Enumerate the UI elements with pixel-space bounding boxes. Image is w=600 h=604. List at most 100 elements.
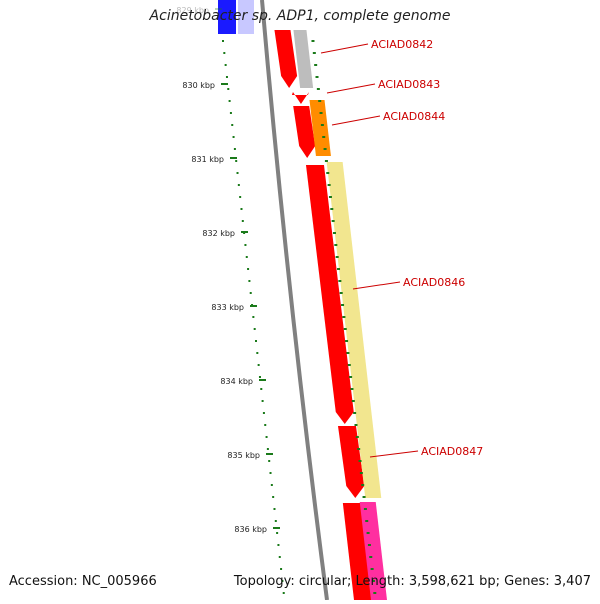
scale-dot-right <box>311 40 315 42</box>
tick-mark <box>259 379 266 381</box>
scale-dot-right <box>334 244 338 246</box>
scale-dot-right <box>338 280 342 282</box>
scale-dot-left <box>244 244 247 246</box>
scale-dot-left <box>237 184 240 186</box>
scale-dot-left <box>225 76 228 78</box>
scale-dot-right <box>339 292 343 294</box>
gene-red-5 <box>337 426 365 498</box>
scale-dot-left <box>245 256 248 258</box>
genome-summary: Topology: circular; Length: 3,598,621 bp… <box>233 574 591 589</box>
gene-leader-line <box>320 43 369 54</box>
scale-dot-right <box>322 136 326 138</box>
scale-dot-right <box>332 232 336 234</box>
scale-dot-right <box>315 76 319 78</box>
scale-dot-right <box>367 544 371 546</box>
scale-dot-left <box>262 412 265 414</box>
gene-label: ACIAD0847 <box>421 445 483 458</box>
scale-dot-left <box>239 196 242 198</box>
tick-mark <box>250 305 257 307</box>
genome-backbone <box>260 0 329 601</box>
scale-dot-left <box>256 352 259 354</box>
gene-leader-line <box>369 450 419 458</box>
scale-dot-left <box>280 568 283 570</box>
scale-dot-left <box>247 268 250 270</box>
scale-dot-left <box>260 388 263 390</box>
gene-blue <box>218 0 236 34</box>
scale-dot-right <box>327 184 331 186</box>
scale-dot-right <box>359 472 363 474</box>
scale-dot-left <box>222 40 224 42</box>
tick-label: 833 kbp <box>211 303 244 312</box>
scale-dot-right <box>324 160 328 162</box>
scale-dot-left <box>266 448 269 450</box>
scale-dot-right <box>331 220 335 222</box>
gene-red-4 <box>305 165 354 424</box>
scale-dot-right <box>312 52 316 54</box>
gene-red-3 <box>293 106 316 158</box>
gene-label: ACIAD0843 <box>378 78 440 91</box>
tick-mark <box>215 8 222 10</box>
scale-dot-left <box>252 316 255 318</box>
scale-dot-left <box>257 364 260 366</box>
scale-dot-left <box>270 484 273 486</box>
scale-dot-left <box>272 496 275 498</box>
tick-label: 829 kbp <box>176 6 209 15</box>
scale-dot-right <box>328 196 332 198</box>
scale-dot-left <box>281 580 284 582</box>
scale-dot-right <box>357 448 361 450</box>
scale-dot-left <box>273 508 276 510</box>
tick-label: 836 kbp <box>234 525 267 534</box>
scale-dot-right <box>358 460 362 462</box>
scale-dot-right <box>341 304 345 306</box>
tick-mark <box>266 453 273 455</box>
gene-gray <box>293 30 314 88</box>
scale-dot-right <box>355 436 359 438</box>
tick-label: 830 kbp <box>182 81 215 90</box>
scale-dot-right <box>318 100 322 102</box>
scale-dot-left <box>236 172 239 174</box>
tick-label: 832 kbp <box>202 229 235 238</box>
scale-dot-right <box>335 256 339 258</box>
scale-dot-left <box>253 328 256 330</box>
scale-dot-left <box>282 592 285 594</box>
scale-dot-left <box>231 124 234 126</box>
scale-dot-left <box>232 136 235 138</box>
gene-yellow <box>326 162 382 498</box>
scale-dot-right <box>346 352 350 354</box>
scale-dot-right <box>362 496 366 498</box>
scale-dot-right <box>373 592 377 594</box>
gene-leader-line <box>331 115 381 126</box>
scale-dot-right <box>369 556 373 558</box>
scale-dot-right <box>361 484 365 486</box>
map-title: Acinetobacter sp. ADP1, complete genome <box>149 8 451 24</box>
tick-label: 835 kbp <box>227 451 260 460</box>
gene-leader-line <box>352 281 401 290</box>
scale-dot-right <box>320 124 324 126</box>
scale-dot-left <box>278 556 281 558</box>
scale-dot-left <box>223 52 226 54</box>
scale-dot-right <box>345 340 349 342</box>
tick-mark <box>230 157 237 159</box>
scale-dot-left <box>248 280 251 282</box>
scale-dot-right <box>330 208 334 210</box>
accession-label: Accession: NC_005966 <box>9 574 157 589</box>
scale-dot-right <box>349 376 353 378</box>
scale-dot-left <box>228 100 231 102</box>
gene-red-2 <box>291 92 309 104</box>
scale-dot-left <box>264 424 267 426</box>
scale-dot-left <box>261 400 264 402</box>
scale-dot-left <box>258 376 261 378</box>
gene-pink <box>359 502 387 600</box>
gene-red-6 <box>342 503 372 600</box>
scale-dot-right <box>366 532 370 534</box>
scale-dot-left <box>227 88 230 90</box>
scale-dot-left <box>265 436 268 438</box>
tick-mark <box>273 527 280 529</box>
scale-dot-left <box>274 520 277 522</box>
gene-label: ACIAD0846 <box>403 276 465 289</box>
scale-dot-left <box>269 472 272 474</box>
scale-dot-right <box>326 172 330 174</box>
tick-mark <box>241 231 248 233</box>
